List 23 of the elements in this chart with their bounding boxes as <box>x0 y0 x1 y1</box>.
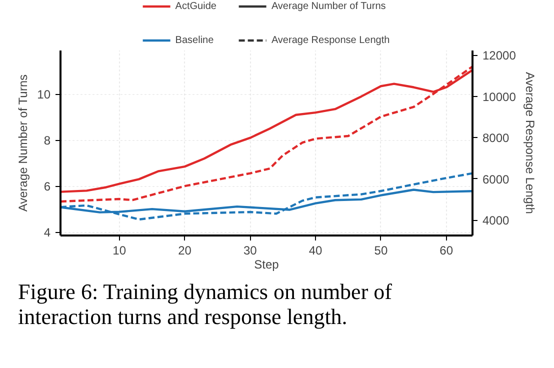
y-tick-label: 4 <box>44 226 51 240</box>
y2-tick-label: 6000 <box>482 172 510 186</box>
y2-tick-label: 8000 <box>482 131 510 146</box>
y2-axis-title: Average Response Length <box>271 34 390 46</box>
caption: Figure 6: Training dynamics on number of interaction turns and response length. <box>18 279 392 330</box>
x-axis-title: Step <box>254 258 280 272</box>
legend-label: Baseline <box>175 34 214 46</box>
y-tick-label: 8 <box>44 134 51 148</box>
y-tick-label: 6 <box>44 180 51 194</box>
x-tick-label: 50 <box>374 244 388 258</box>
x-tick-label: 60 <box>440 244 454 258</box>
x-tick-label: 20 <box>178 244 192 258</box>
legend-label: ActGuide <box>175 0 216 12</box>
text: Average Number of Turns <box>271 0 386 12</box>
y2-tick-label: 4000 <box>482 214 510 228</box>
y2-tick-label: 12000 <box>482 48 516 63</box>
x-tick-label: 30 <box>243 244 258 258</box>
y-tick-label: 10 <box>37 88 51 102</box>
x-tick-label: 40 <box>308 244 323 258</box>
x-tick-label: 10 <box>112 244 126 258</box>
text: Average Response Length <box>522 72 537 214</box>
y-axis-title: Average Number of Turns <box>16 74 30 212</box>
y2-tick-label: 10000 <box>482 90 516 104</box>
